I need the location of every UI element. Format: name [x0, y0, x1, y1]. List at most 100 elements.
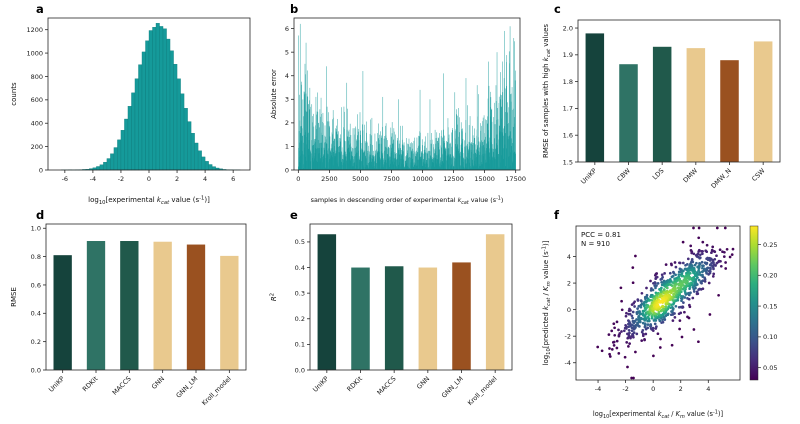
panel-label-d: d [36, 208, 45, 222]
svg-text:15000: 15000 [474, 175, 495, 183]
panel-e: e UniKP RDKit MACCS GNN GNN_LM Kroll_model 0.0… [266, 208, 528, 422]
panel-label-b: b [290, 2, 299, 16]
svg-text:1.5: 1.5 [563, 158, 573, 166]
svg-text:2500: 2500 [321, 175, 338, 183]
svg-text:CSW: CSW [750, 166, 767, 183]
chart-rmse-models-bars: UniKP RDKit MACCS GNN GNN_LM Kroll_model 0.0 0.… [10, 223, 247, 408]
svg-text:RMSE: RMSE [10, 287, 18, 307]
svg-text:0.2: 0.2 [295, 315, 305, 323]
svg-text:0.10: 0.10 [763, 333, 777, 341]
chart-absolute-error-series: 0 2500 5000 7500 10000 12500 15000 17500 0 1 2 3 4 5 6… [270, 17, 526, 206]
svg-text:log10[predicted kcat / Km valu: log10[predicted kcat / Km value (s-1)] [541, 240, 552, 365]
svg-text:2: 2 [567, 279, 571, 287]
svg-text:1.7: 1.7 [563, 105, 573, 113]
panel-label-e: e [290, 208, 298, 222]
svg-text:1: 1 [285, 143, 289, 151]
svg-text:1.8: 1.8 [563, 78, 573, 86]
svg-text:200: 200 [31, 143, 43, 151]
svg-text:-2: -2 [118, 175, 124, 183]
svg-text:0.05: 0.05 [763, 364, 777, 372]
panel-label-f: f [554, 208, 560, 222]
svg-text:DMW: DMW [682, 166, 700, 184]
svg-text:0.25: 0.25 [763, 241, 777, 249]
svg-text:0.8: 0.8 [31, 253, 41, 261]
svg-text:GNN_LM: GNN_LM [174, 375, 199, 400]
svg-text:0: 0 [285, 166, 289, 174]
svg-text:4: 4 [203, 175, 207, 183]
svg-text:GNN_LM: GNN_LM [440, 375, 465, 400]
svg-text:PCC = 0.81: PCC = 0.81 [581, 231, 621, 239]
panel-d: d UniKP RDKit MACCS GNN GNN_LM Kroll_model 0.0… [6, 208, 258, 422]
svg-text:0: 0 [147, 175, 151, 183]
svg-text:0.4: 0.4 [295, 264, 305, 272]
svg-text:LDS: LDS [651, 167, 666, 182]
svg-text:samples in descending order of: samples in descending order of experimen… [311, 196, 504, 206]
svg-text:0.20: 0.20 [763, 272, 777, 280]
svg-text:DMW_N: DMW_N [709, 167, 733, 191]
svg-text:-2: -2 [622, 385, 628, 393]
panel-f: f -4 -2 0 2 4 -4 -2 0 2 4 log10[experimental kcat … [538, 208, 796, 422]
svg-text:12500: 12500 [443, 175, 464, 183]
svg-text:RDKit: RDKit [345, 374, 364, 393]
svg-text:-4: -4 [90, 175, 96, 183]
svg-text:4: 4 [567, 253, 571, 261]
svg-text:0: 0 [651, 385, 655, 393]
chart-scatter-kcat-km-density: -4 -2 0 2 4 -4 -2 0 2 4 log10[experimental kcat / … [541, 225, 777, 420]
svg-text:-4: -4 [595, 385, 601, 393]
svg-text:2: 2 [175, 175, 179, 183]
svg-text:5000: 5000 [352, 175, 369, 183]
svg-text:1.0: 1.0 [31, 225, 41, 233]
svg-text:4: 4 [706, 385, 710, 393]
svg-text:RMSE of samples with high kcat: RMSE of samples with high kcat values [542, 24, 552, 158]
svg-text:0.15: 0.15 [763, 302, 777, 310]
svg-text:7500: 7500 [383, 175, 400, 183]
svg-text:17500: 17500 [505, 175, 526, 183]
svg-text:10000: 10000 [412, 175, 433, 183]
svg-text:0.0: 0.0 [295, 366, 305, 374]
panel-b: b 0 2500 5000 7500 10000 12500 15000 17500 0 1 2 3 4… [266, 2, 528, 206]
svg-text:counts: counts [10, 82, 18, 106]
svg-text:RDKit: RDKit [81, 374, 100, 393]
svg-text:4: 4 [285, 72, 289, 80]
svg-text:-2: -2 [565, 332, 571, 340]
svg-text:6: 6 [231, 175, 235, 183]
chart-histogram-experimental-kcat: -6 -4 -2 0 2 4 6 0 200 400 600 800 1000 1200 log10[exp… [10, 17, 251, 206]
svg-text:2: 2 [285, 119, 289, 127]
svg-text:-6: -6 [62, 175, 68, 183]
svg-text:UniKP: UniKP [579, 167, 598, 186]
svg-text:CBW: CBW [616, 166, 633, 183]
svg-text:Absolute error: Absolute error [270, 69, 278, 119]
svg-text:1.6: 1.6 [563, 132, 573, 140]
svg-text:6: 6 [285, 25, 289, 33]
svg-text:GNN: GNN [150, 375, 166, 391]
svg-text:0.6: 0.6 [31, 281, 41, 289]
svg-text:-4: -4 [565, 359, 571, 367]
panel-a: a -6 -4 -2 0 2 4 6 0 200 400 600 800 1000 1200 log10[e… [6, 2, 258, 206]
svg-text:800: 800 [31, 73, 43, 81]
svg-text:N = 910: N = 910 [581, 240, 610, 248]
panel-label-c: c [554, 2, 561, 16]
svg-text:0: 0 [296, 175, 300, 183]
svg-text:UniKP: UniKP [311, 375, 330, 394]
svg-text:400: 400 [31, 120, 43, 128]
svg-text:0.5: 0.5 [295, 238, 305, 246]
svg-text:Kroll_model: Kroll_model [466, 375, 499, 408]
svg-text:log10[experimental kcat value: log10[experimental kcat value (s-1)] [88, 195, 210, 206]
svg-text:1200: 1200 [26, 26, 43, 34]
svg-text:MACCS: MACCS [376, 375, 398, 397]
svg-text:0.1: 0.1 [295, 341, 305, 349]
svg-text:0.3: 0.3 [295, 289, 305, 297]
svg-text:0.4: 0.4 [31, 310, 41, 318]
svg-text:2.0: 2.0 [563, 24, 573, 32]
svg-text:log10[experimental kcat / Km v: log10[experimental kcat / Km value (s-1)… [593, 409, 723, 419]
svg-text:Kroll_model: Kroll_model [200, 375, 233, 408]
svg-text:1000: 1000 [26, 49, 43, 57]
svg-text:GNN: GNN [415, 375, 431, 391]
panel-label-a: a [36, 2, 44, 16]
svg-text:0: 0 [567, 306, 571, 314]
svg-text:R2: R2 [269, 293, 278, 301]
chart-r2-models-bars: UniKP RDKit MACCS GNN GNN_LM Kroll_model 0.0 0.… [269, 223, 513, 408]
svg-text:UniKP: UniKP [47, 375, 66, 394]
svg-text:3: 3 [285, 96, 289, 104]
